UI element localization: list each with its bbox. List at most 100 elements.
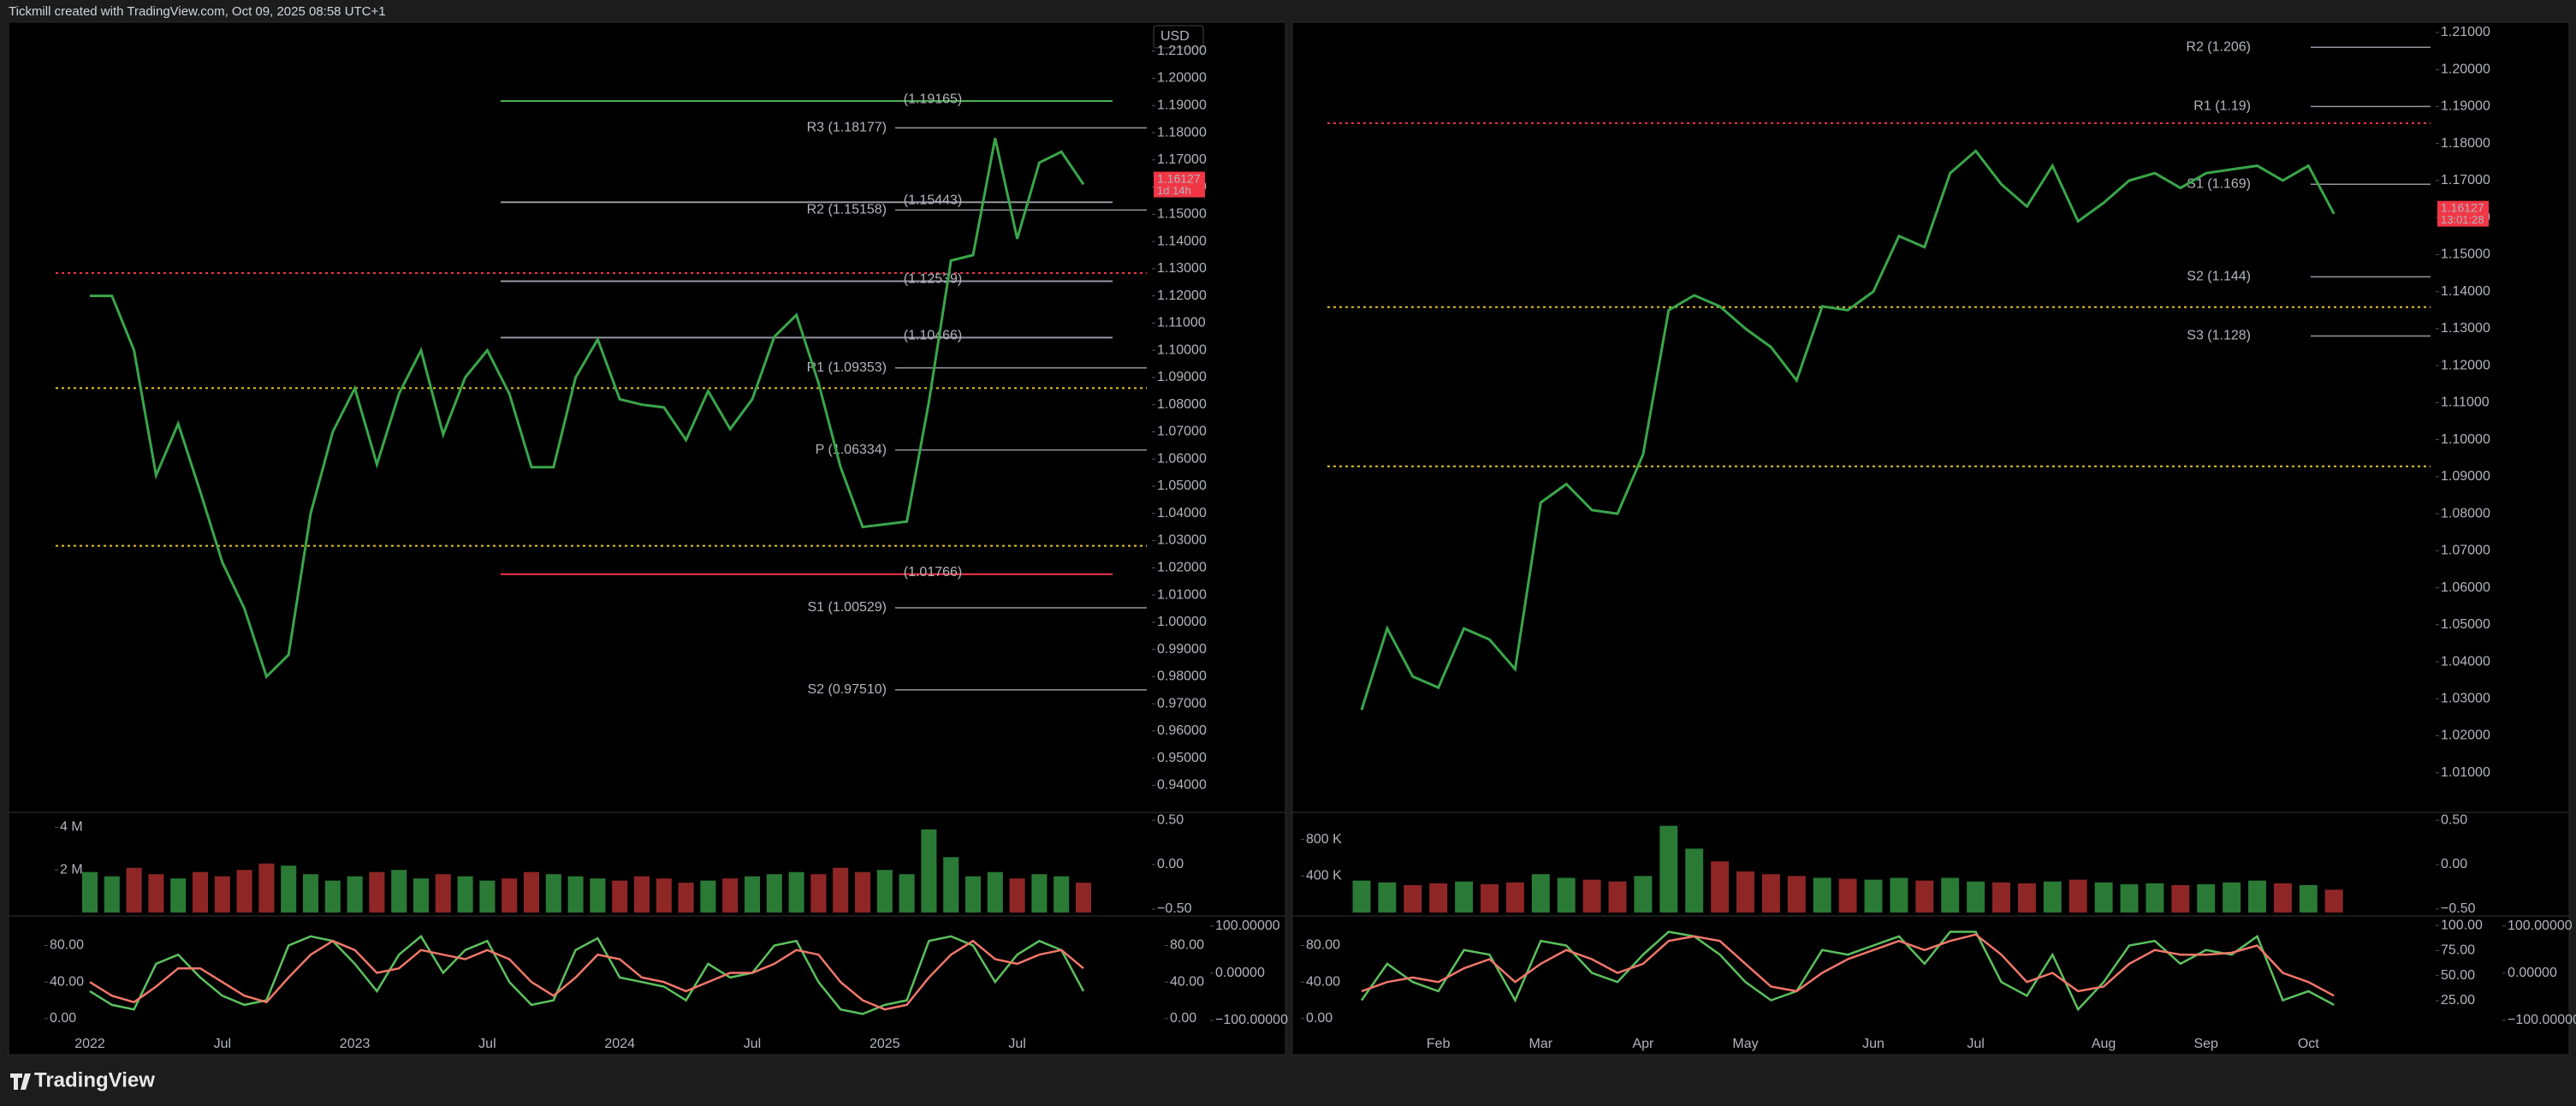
y-tick-label: 1.08000	[2441, 506, 2490, 520]
y-tick-label: −0.50	[1157, 901, 1192, 916]
volume-bar	[656, 878, 672, 913]
y-tick-label: 0.00	[50, 1011, 76, 1026]
y-tick-label: 0.50	[2441, 812, 2467, 827]
y-tick-label: 1.05000	[1157, 479, 1207, 493]
x-tick-label: 2025	[870, 1037, 900, 1051]
volume-bar	[479, 880, 496, 913]
volume-bar	[545, 874, 561, 913]
volume-bar	[2094, 882, 2113, 913]
x-tick-label: Mar	[1529, 1037, 1553, 1051]
y-tick-label: 1.08000	[1157, 397, 1207, 412]
y-tick-label: 100.00	[2441, 918, 2483, 932]
x-tick-label: Apr	[1632, 1037, 1654, 1051]
y-tick-label: 0.98000	[1157, 669, 1207, 684]
volume-bar	[854, 871, 871, 913]
y-tick-label: 1.09000	[2441, 469, 2490, 484]
currency-box	[1153, 25, 1204, 49]
volume-bar	[1864, 879, 1883, 913]
x-tick-label: 2023	[340, 1037, 371, 1051]
volume-bar	[2324, 889, 2343, 913]
volume-bar	[126, 867, 142, 913]
y-tick-label: 1.07000	[2441, 544, 2490, 558]
volume-bar	[700, 880, 716, 913]
volume-bar	[1685, 848, 1704, 913]
y-tick-label: 25.00	[2441, 993, 2475, 1008]
y-tick-label: 1.01000	[2441, 765, 2490, 780]
volume-bar	[1075, 883, 1092, 913]
y-tick-label: 1.18000	[2441, 136, 2490, 151]
y-tick-label: 80.00	[1170, 938, 1204, 953]
volume-bar	[1736, 871, 1754, 913]
x-tick-label: Jul	[744, 1037, 761, 1051]
x-tick-label: Jul	[478, 1037, 496, 1051]
volume-bar	[788, 871, 804, 913]
volume-bar	[2273, 883, 2292, 913]
volume-bar	[1992, 882, 2010, 913]
x-tick-label: Jul	[1008, 1037, 1025, 1051]
volume-bar	[2171, 885, 2190, 913]
volume-bar	[1967, 881, 1985, 913]
y-tick-label: 0.00	[1170, 1011, 1196, 1026]
y-tick-label: 1.05000	[2441, 617, 2490, 632]
y-tick-label: 4 M	[60, 820, 83, 835]
y-tick-label: 1.01000	[1157, 587, 1207, 602]
volume-bar	[744, 876, 761, 913]
pivot-label: R2 (1.15158)	[807, 203, 887, 217]
y-tick-label: 75.00	[2441, 943, 2475, 958]
volume-bar	[1404, 885, 1422, 913]
logo-icon	[10, 1073, 31, 1090]
marked-level-label: (1.10466)	[904, 329, 963, 343]
volume-bar	[633, 876, 650, 913]
price-line	[1360, 149, 2336, 711]
volume-bar	[457, 876, 473, 913]
y-tick-label: 0.96000	[1157, 723, 1207, 738]
volume-bar	[876, 870, 893, 913]
volume-bar	[1505, 882, 1524, 913]
y-tick-label: 0.99000	[1157, 642, 1207, 657]
volume-bar	[1838, 878, 1857, 913]
volume-bar	[1659, 825, 1678, 913]
y-tick-label: 0.00	[1306, 1011, 1333, 1026]
volume-bar	[2146, 883, 2164, 913]
volume-bar	[413, 878, 430, 913]
marked-level-label: (1.15443)	[904, 193, 963, 207]
volume-bar	[1813, 877, 1831, 913]
marked-level-label: (1.19165)	[904, 92, 963, 106]
y-tick-label: −100.00000	[2508, 1013, 2576, 1027]
volume-bar	[766, 874, 782, 913]
y-tick-label: 40.00	[50, 974, 84, 989]
logo: TradingView	[34, 1068, 155, 1091]
volume-bar	[1582, 879, 1601, 913]
volume-bar	[192, 871, 209, 913]
pivot-label: R2 (1.206)	[2186, 39, 2251, 54]
volume-bar	[810, 874, 827, 913]
volume-bar	[567, 876, 584, 913]
pivot-label: R1 (1.19)	[2193, 99, 2251, 114]
y-tick-label: 1.19000	[1157, 98, 1207, 113]
y-tick-label: 40.00	[1306, 974, 1340, 989]
volume-bar	[281, 865, 297, 913]
volume-bar	[2120, 883, 2139, 913]
volume-bar	[1352, 880, 1371, 913]
x-tick-label: Aug	[2092, 1037, 2116, 1051]
volume-bar	[104, 876, 120, 913]
volume-bar	[324, 880, 341, 913]
price-tag-label: 1.16127	[1157, 171, 1201, 185]
volume-bar	[258, 863, 275, 913]
pivot-label: S1 (1.00529)	[807, 600, 887, 615]
volume-bar	[987, 871, 1003, 913]
y-tick-label: 0.00000	[2508, 966, 2557, 980]
y-tick-label: 1.17000	[1157, 152, 1207, 167]
pivot-label: S2 (1.144)	[2187, 270, 2251, 284]
volume-bar	[921, 829, 937, 913]
y-tick-label: 0.00000	[1215, 966, 1265, 980]
series-line	[89, 939, 1084, 1011]
y-tick-label: 1.10000	[2441, 432, 2490, 447]
y-tick-label: 0.00	[2441, 857, 2467, 871]
volume-bar	[236, 870, 252, 913]
y-tick-label: 1.13000	[1157, 261, 1207, 276]
y-tick-label: 1.11000	[1157, 316, 1206, 330]
volume-bar	[347, 876, 363, 913]
y-tick-label: 1.04000	[2441, 654, 2490, 669]
y-tick-label: 1.18000	[1157, 125, 1207, 140]
